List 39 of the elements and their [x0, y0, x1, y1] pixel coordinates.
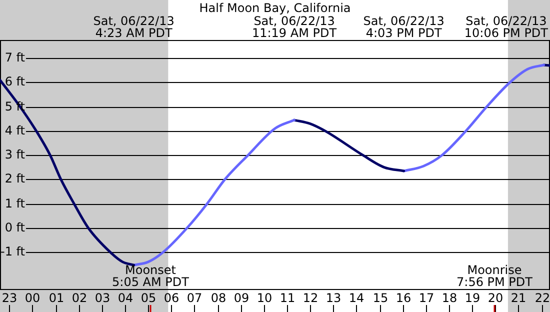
x-tick-label: 23 [2, 291, 18, 305]
y-tick-label: -1 ft [0, 244, 26, 259]
chart-title: Half Moon Bay, California [199, 1, 351, 15]
x-tick-label: 11 [280, 291, 296, 305]
ref-line-label: Moonset 5:05 AM PDT [112, 263, 190, 289]
x-tick-label: 10 [256, 291, 272, 305]
y-tick-label: 6 ft [4, 74, 26, 89]
x-tick-label: 05 [140, 291, 156, 305]
text: Sat, 06/22/13 4:23 AM PDT [93, 14, 174, 40]
y-tick-label: 7 ft [4, 50, 26, 65]
x-tick-label: 14 [348, 291, 364, 305]
x-tick-label: 03 [94, 291, 110, 305]
ref-line-label: Moonrise 7:56 PM PDT [456, 263, 534, 289]
y-tick-label: 4 ft [4, 124, 26, 138]
y-tick-label: 2 ft [4, 172, 26, 186]
y-tick-label: 3 ft [4, 148, 26, 162]
x-tick-label: 21 [510, 291, 526, 305]
text: Sat, 06/22/13 4:03 PM PDT [363, 14, 444, 40]
x-tick-label: 02 [72, 291, 88, 305]
text: Sat, 06/22/13 11:19 AM PDT [252, 14, 338, 40]
x-tick-label: 19 [464, 291, 480, 305]
x-tick-label: 15 [372, 291, 388, 305]
y-tick-label: 0 ft [4, 220, 26, 235]
x-tick-label: 16 [396, 291, 412, 305]
x-tick-label: 08 [210, 291, 226, 305]
x-tick-label: 09 [234, 291, 250, 305]
x-tick-label: 01 [48, 291, 64, 305]
x-tick-label: 18 [442, 291, 458, 305]
x-tick-label: 22 [534, 291, 550, 305]
x-tick-label: 06 [164, 291, 180, 305]
text: Sat, 06/22/13 10:06 PM PDT [464, 14, 549, 40]
x-tick-label: 00 [24, 291, 40, 305]
x-tick-label: 07 [186, 291, 202, 305]
x-tick-label: 17 [418, 291, 434, 305]
x-tick-label: 20 [488, 291, 504, 305]
y-tick-label: 1 ft [4, 196, 26, 211]
x-tick-label: 04 [118, 291, 134, 305]
x-tick-label: 12 [302, 291, 318, 305]
x-tick-label: 13 [326, 291, 342, 305]
